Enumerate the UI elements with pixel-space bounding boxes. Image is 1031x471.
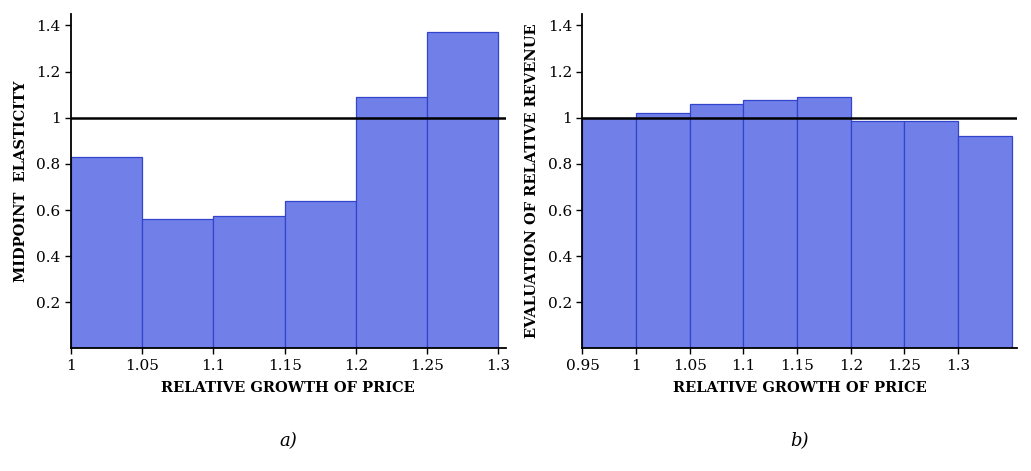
Bar bbox=[690, 104, 743, 349]
Bar bbox=[356, 97, 427, 349]
Bar bbox=[958, 136, 1011, 349]
Bar bbox=[583, 118, 636, 349]
X-axis label: RELATIVE GROWTH OF PRICE: RELATIVE GROWTH OF PRICE bbox=[161, 381, 415, 395]
Bar bbox=[851, 121, 904, 349]
Bar bbox=[427, 32, 498, 349]
Bar bbox=[213, 216, 285, 349]
Bar bbox=[797, 97, 851, 349]
Bar bbox=[71, 157, 142, 349]
Bar bbox=[636, 113, 690, 349]
Bar bbox=[743, 100, 797, 349]
Bar bbox=[285, 201, 356, 349]
X-axis label: RELATIVE GROWTH OF PRICE: RELATIVE GROWTH OF PRICE bbox=[673, 381, 927, 395]
Y-axis label: MIDPOINT  ELASTICITY: MIDPOINT ELASTICITY bbox=[13, 81, 28, 282]
Text: b): b) bbox=[791, 432, 809, 450]
Bar bbox=[142, 219, 213, 349]
Y-axis label: EVALUATION OF RELATIVE REVENUE: EVALUATION OF RELATIVE REVENUE bbox=[526, 24, 539, 339]
Bar bbox=[904, 121, 958, 349]
Text: a): a) bbox=[279, 432, 297, 450]
